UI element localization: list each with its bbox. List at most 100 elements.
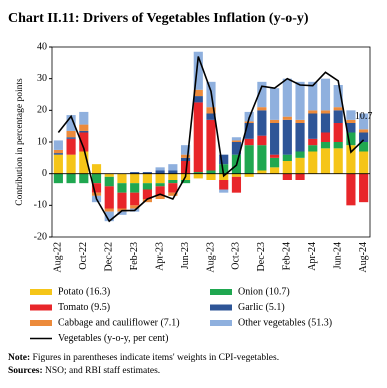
bar-segment (295, 173, 305, 180)
bar-segment (333, 123, 343, 142)
bar-segment (130, 205, 140, 209)
bar-segment (308, 113, 318, 139)
bar-segment (180, 154, 191, 158)
bar-segment (257, 145, 267, 171)
bar-segment (53, 154, 63, 174)
annotation: 10.7 (355, 111, 373, 122)
bar-segment (346, 110, 356, 120)
y-tick-label: 0 (42, 168, 47, 179)
bar-segment (295, 157, 305, 174)
bar-segment (257, 107, 267, 111)
bar-segment (359, 129, 369, 133)
bar-segment (206, 170, 216, 174)
bar-segment (91, 173, 102, 184)
bar-segment (359, 151, 369, 174)
bar-segment (231, 173, 242, 177)
bar-segment (333, 110, 343, 123)
bar-segment (79, 130, 89, 133)
bar-segment (295, 119, 305, 123)
bar-segment (104, 211, 114, 222)
bar-segment (333, 142, 343, 149)
legend-label: Tomato (9.5) (58, 302, 110, 313)
bar-segment (359, 113, 369, 130)
bar-segment (66, 173, 76, 184)
bar-segment (282, 161, 292, 174)
bar-segment (257, 81, 267, 108)
bar-segment (308, 151, 318, 174)
bar-segment (346, 123, 356, 133)
bar-segment (295, 151, 305, 158)
bar-segment (142, 183, 152, 190)
note-label: Sources: (8, 366, 43, 376)
bar-segment (308, 110, 318, 114)
legend-swatch (210, 320, 232, 326)
bar-segment (193, 173, 203, 179)
legend-label: Garlic (5.1) (238, 302, 285, 313)
bar-segment (117, 173, 127, 184)
y-tick-label: 40 (37, 41, 47, 52)
bar-segment (231, 137, 242, 141)
bar-segment (142, 199, 152, 203)
bar-segment (130, 183, 140, 193)
bar-segment (66, 137, 76, 139)
bar-segment (333, 85, 343, 108)
bar-segment (282, 116, 292, 120)
bar-segment (359, 173, 369, 203)
bar-segment (320, 78, 331, 111)
bar-segment (320, 148, 331, 174)
bar-segment (257, 170, 267, 174)
y-tick-label: -20 (34, 231, 47, 242)
legend-swatch (30, 304, 52, 311)
bar-segment (117, 211, 127, 215)
legend-label: Vegetables (y-o-y, per cent) (58, 333, 168, 344)
note-text: NSO; and RBI staff estimates. (45, 365, 160, 376)
bar-segment (66, 138, 76, 155)
bar-segment (168, 164, 178, 171)
x-tick-label: Oct-23 (231, 242, 242, 270)
bar-segment (79, 173, 89, 184)
bar-segment (244, 173, 254, 177)
bar-segment (79, 132, 89, 152)
bar-segment (320, 132, 331, 142)
x-tick-label: Feb-24 (282, 242, 293, 270)
bar-segment (168, 170, 178, 174)
bar-segment (295, 81, 305, 120)
bar-segment (91, 164, 102, 174)
y-tick-label: 20 (37, 105, 47, 116)
bar-segment (270, 88, 280, 120)
bar-segment (142, 189, 152, 199)
note: Note: Figures in parentheses indicate it… (8, 353, 279, 363)
y-axis-label: Contribution in percentage points (15, 78, 25, 206)
x-tick-label: Jun-24 (332, 242, 343, 269)
bar-segment (66, 115, 76, 131)
x-tick-label: Dec-22 (104, 242, 115, 271)
bar-segment (155, 173, 165, 184)
bar-segment (79, 151, 89, 174)
legend-label: Other vegetables (51.3) (238, 317, 332, 328)
bar-segment (333, 107, 343, 111)
bar-segment (155, 170, 165, 174)
bar-segment (206, 107, 216, 114)
legend-swatch (30, 320, 52, 326)
note-label: Note: (8, 353, 30, 363)
line-series (57, 56, 365, 223)
x-tick-label: Aug-24 (358, 242, 369, 273)
x-tick-label: Dec-23 (256, 242, 267, 271)
bar-segment (168, 183, 178, 193)
bar-segment (270, 119, 280, 123)
bar-segment (168, 192, 178, 196)
x-tick-label: Feb-23 (129, 242, 140, 270)
bar-segment (104, 176, 114, 187)
legend-swatch (210, 289, 232, 295)
bar-segment (104, 208, 114, 212)
bar-segment (308, 138, 318, 146)
bar-segment (346, 119, 356, 123)
bar-segment (244, 138, 254, 146)
bar-segment (346, 173, 356, 206)
bar-segment (282, 78, 292, 117)
bar-segment (206, 113, 216, 120)
bar-segment (270, 123, 280, 155)
bar-segment (270, 154, 280, 158)
bar-segment (308, 81, 318, 111)
bar-segment (219, 189, 229, 193)
